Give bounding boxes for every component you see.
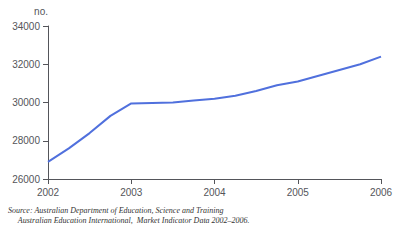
svg-text:no.: no. [34,6,48,17]
svg-text:34000: 34000 [12,21,40,32]
svg-text:2006: 2006 [370,187,393,198]
svg-text:2002: 2002 [37,187,60,198]
svg-text:Source: Australian Department: Source: Australian Department of Educati… [8,206,224,215]
svg-text:2003: 2003 [120,187,143,198]
svg-text:28000: 28000 [12,135,40,146]
svg-text:2005: 2005 [287,187,310,198]
svg-text:26000: 26000 [12,174,40,185]
svg-text:32000: 32000 [12,59,40,70]
svg-text:Australian Education Internati: Australian Education International, Mark… [8,216,250,225]
svg-text:2004: 2004 [203,187,226,198]
svg-text:30000: 30000 [12,97,40,108]
